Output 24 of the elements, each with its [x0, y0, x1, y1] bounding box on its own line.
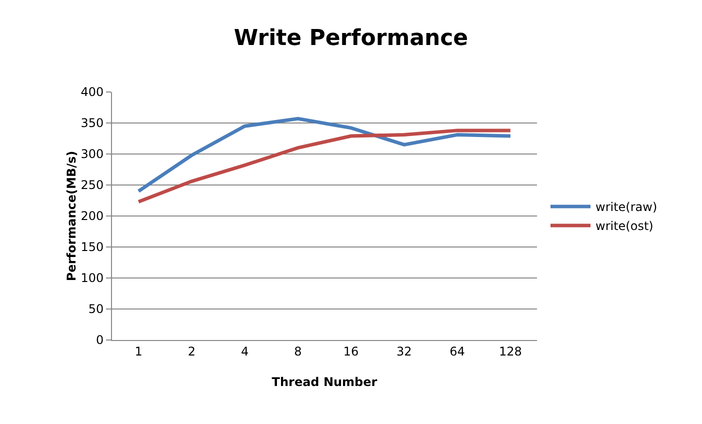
x-axis-title: Thread Number	[272, 375, 378, 389]
legend-label: write(ost)	[596, 219, 654, 234]
x-tick-label: 2	[188, 344, 196, 358]
y-tick-label: 50	[88, 302, 104, 316]
x-tick-label: 64	[450, 344, 465, 358]
y-axis-title: Performance(MB/s)	[64, 150, 79, 282]
x-tick-label: 128	[498, 344, 522, 358]
y-tick-label: 250	[80, 178, 104, 192]
x-tick-label: 32	[396, 344, 412, 358]
x-tick-label: 16	[343, 344, 359, 358]
x-tick-label: 4	[240, 344, 249, 358]
y-tick-label: 200	[80, 209, 104, 224]
x-tick-label: 1	[134, 344, 142, 358]
line-series	[136, 116, 512, 193]
y-tick-label: 0	[96, 333, 104, 348]
y-tick-label: 100	[80, 271, 104, 286]
y-tick-label: 150	[80, 240, 104, 254]
x-tick-label: 8	[294, 344, 302, 358]
chart-title: Write Performance	[234, 26, 468, 52]
y-tick-label: 300	[80, 147, 104, 162]
y-tick-label: 400	[80, 85, 104, 100]
y-tick-label: 350	[80, 116, 104, 130]
line-series	[136, 128, 512, 204]
legend-label: write(raw)	[596, 200, 658, 214]
